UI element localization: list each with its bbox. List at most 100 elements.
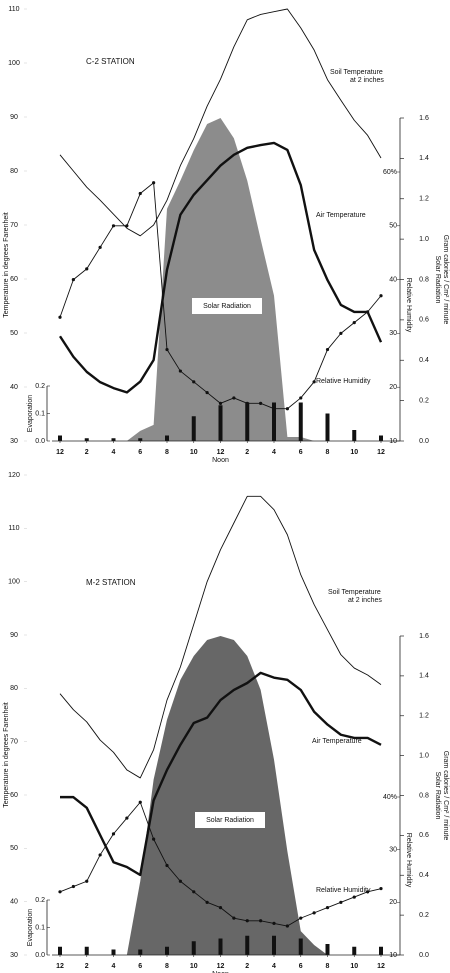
humidity-dot: [58, 890, 62, 894]
series-label: Solar Radiation: [203, 303, 251, 310]
x-tick-label: 6: [299, 963, 303, 970]
y2-tick-label: 0.2: [419, 397, 429, 404]
humidity-dot: [165, 863, 169, 868]
x-tick-label: 12: [377, 963, 385, 970]
x-tick-label: 2: [85, 963, 89, 970]
evaporation-bar: [325, 413, 330, 441]
evaporation-bar: [84, 946, 89, 955]
humidity-dot: [218, 401, 223, 405]
humidity-dot: [285, 407, 289, 411]
x-tick-label: 2: [85, 449, 89, 456]
humidity-dot: [218, 906, 223, 910]
x-tick-label: 2: [245, 963, 249, 970]
series-line: [59, 495, 382, 779]
x-tick-label: 12: [56, 449, 64, 456]
evaporation-bar: [84, 438, 89, 441]
solar-area: [60, 636, 381, 955]
y-tick-label: 40: [10, 384, 18, 391]
humidity-dot: [165, 347, 169, 352]
humidity-dot: [339, 331, 343, 335]
y3-tick-label: 40: [389, 276, 397, 283]
humidity-dot: [379, 887, 383, 891]
humidity-dot: [259, 401, 263, 405]
y4-axis-title: Evaporation: [27, 395, 34, 432]
y4-tick-label: 0.1: [35, 924, 45, 931]
humidity-dot: [312, 911, 316, 915]
y2-tick-label: 1.4: [419, 155, 429, 162]
x-tick-label: 6: [299, 449, 303, 456]
evaporation-bar: [138, 949, 143, 955]
evaporation-bar: [218, 938, 223, 955]
evaporation-bar: [138, 438, 143, 441]
y-tick-label: 80: [10, 685, 18, 692]
panel: 122468101224681012Noon304050607080901001…: [3, 472, 449, 973]
humidity-dot: [272, 921, 276, 926]
series-line: [58, 141, 383, 394]
evaporation-bar: [165, 435, 169, 441]
y3-tick-label: 30: [389, 330, 397, 337]
humidity-dot: [232, 916, 236, 920]
x-tick-label: 6: [138, 449, 142, 456]
x-tick-label: 8: [326, 963, 330, 970]
y2-tick-label: 1.0: [419, 752, 429, 759]
evaporation-bar: [325, 944, 330, 955]
y2-tick-label: 0.0: [419, 438, 429, 445]
y4-tick-label: 0.2: [35, 383, 45, 390]
evaporation-bar: [111, 949, 116, 955]
y2-tick-label: 0.6: [419, 832, 429, 839]
y3-tick-label: 60%: [383, 169, 397, 176]
evaporation-bar: [191, 941, 196, 955]
y-tick-label: 60: [10, 276, 18, 283]
y-tick-label: 50: [10, 845, 18, 852]
evaporation-bar: [218, 405, 223, 441]
humidity-dot: [125, 224, 129, 228]
y4-tick-label: 0.0: [35, 438, 45, 445]
y3-axis-title: Relative Humidity: [405, 278, 412, 333]
y3-tick-label: 20: [389, 899, 397, 906]
x-tick-label: 2: [245, 449, 249, 456]
evaporation-bar: [165, 946, 169, 955]
humidity-dot: [325, 347, 330, 352]
humidity-dot: [339, 900, 343, 904]
humidity-dot: [379, 294, 383, 298]
y-tick-label: 110: [8, 525, 19, 532]
y2-tick-label: 1.4: [419, 673, 429, 680]
humidity-dot: [178, 879, 182, 883]
label-box: [195, 812, 265, 828]
humidity-dot: [299, 916, 303, 920]
x-tick-label: 4: [272, 963, 276, 970]
evaporation-bar: [58, 946, 62, 955]
humidity-dot: [205, 900, 209, 904]
series-label: Air Temperature: [316, 212, 366, 219]
humidity-dot: [312, 380, 316, 384]
evaporation-bar: [245, 935, 250, 955]
y4-axis-title: Evaporation: [27, 909, 34, 946]
evaporation-bar: [272, 402, 276, 441]
x-tick-label: 4: [112, 449, 116, 456]
y3-tick-label: 30: [389, 847, 397, 854]
solar-area: [60, 118, 381, 441]
y3-tick-label: 50: [389, 223, 397, 230]
y2-axis-title: Solar Radiation: [434, 772, 441, 820]
x-tick-label: 10: [190, 963, 198, 970]
humidity-dot: [232, 396, 236, 400]
humidity-dot: [138, 800, 142, 804]
x-tick-label: 12: [217, 449, 225, 456]
humidity-dot: [192, 380, 196, 384]
humidity-dot: [259, 919, 263, 923]
y2-tick-label: 1.6: [419, 633, 429, 640]
y2-tick-label: 0.6: [419, 317, 429, 324]
humidity-dot: [98, 245, 102, 249]
x-note: Noon: [212, 457, 229, 464]
evaporation-bar: [272, 935, 276, 955]
humidity-dot: [299, 396, 303, 400]
humidity-dot: [85, 879, 89, 883]
chart-title: M-2 STATION: [86, 578, 136, 587]
humidity-dot: [111, 224, 116, 228]
y2-axis-title: Solar Radiation: [434, 256, 441, 304]
humidity-dot: [325, 906, 330, 910]
series-line: [59, 8, 382, 237]
humidity-dot: [352, 321, 356, 325]
